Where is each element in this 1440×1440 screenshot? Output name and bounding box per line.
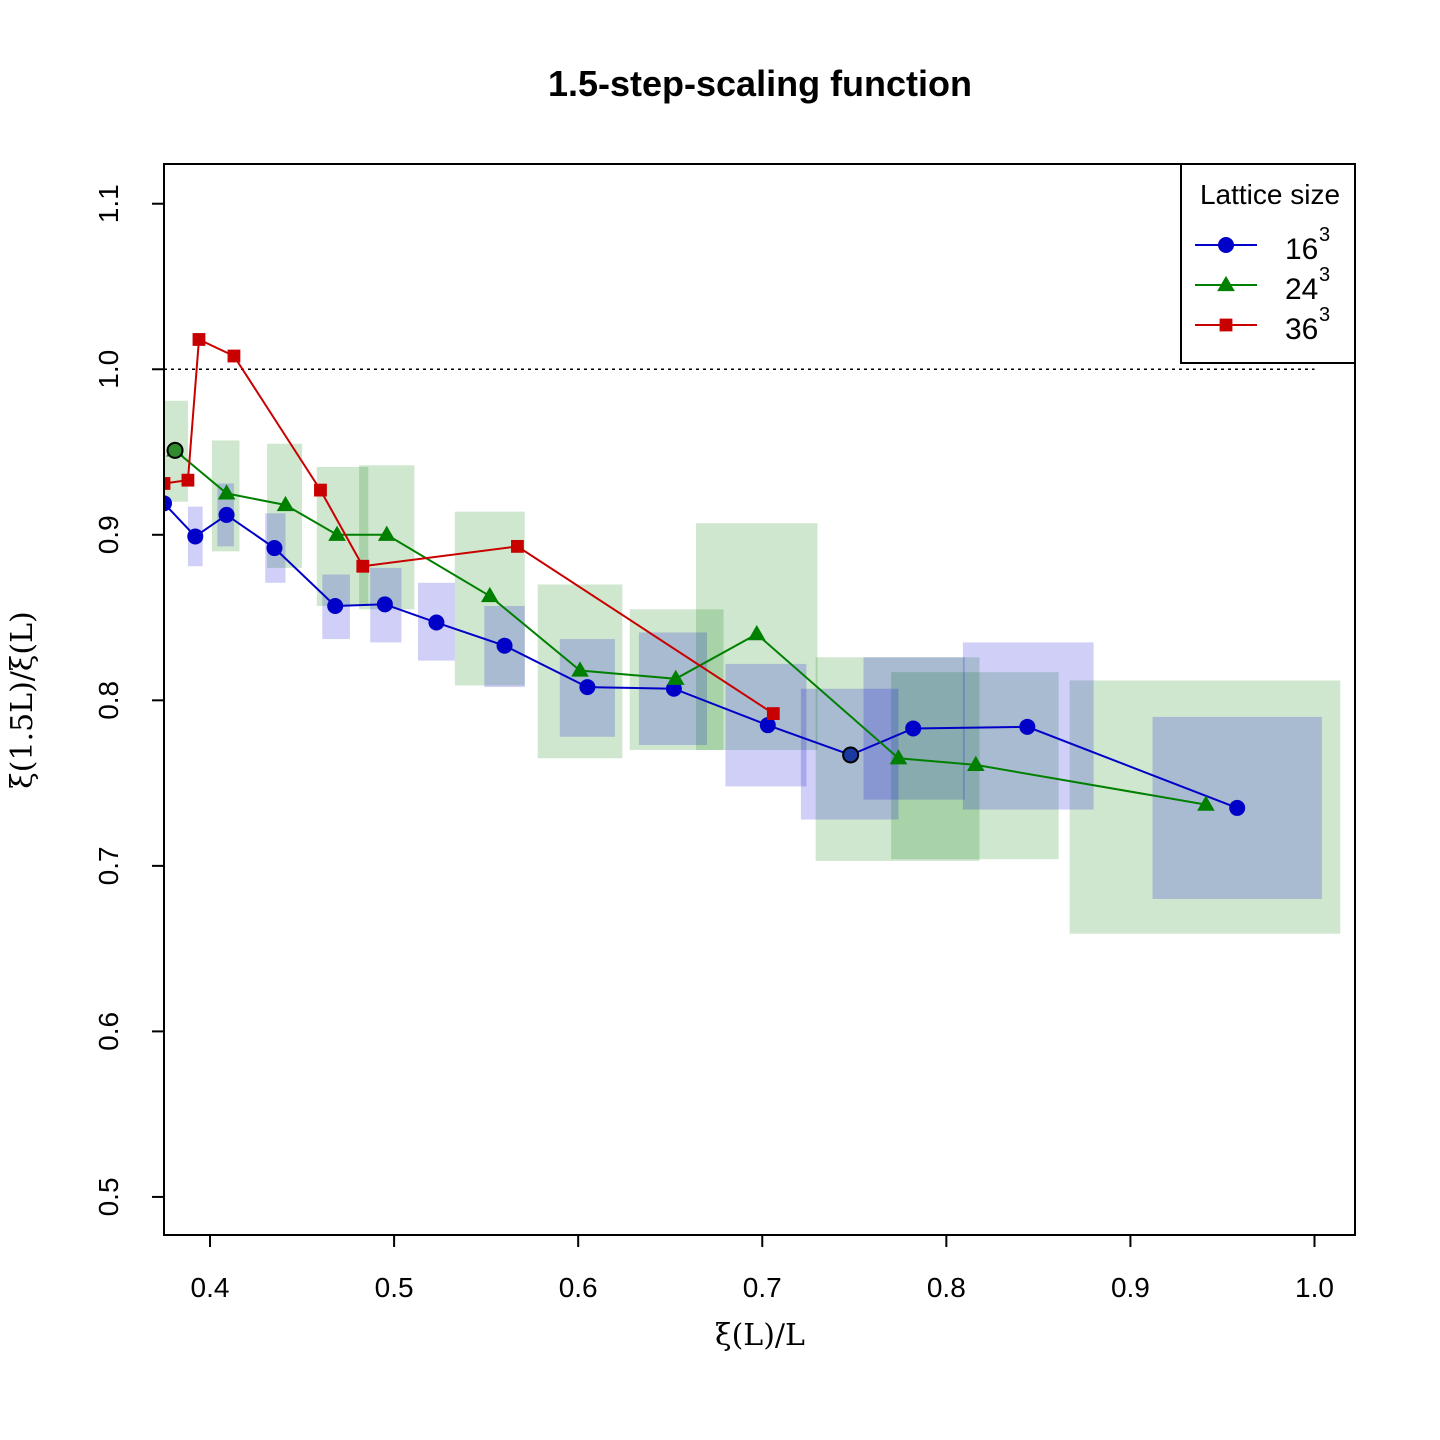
x-tick-label-0.7: 0.7 (743, 1272, 782, 1303)
point-24-4 (377, 525, 396, 541)
legend-marker-36 (1219, 318, 1233, 332)
legend-sup-16: 3 (1319, 224, 1330, 246)
series-line-24 (174, 449, 1207, 806)
x-tick-label-0.6: 0.6 (559, 1272, 598, 1303)
plot-inner (164, 333, 1341, 934)
x-tick-label-0.5: 0.5 (375, 1272, 414, 1303)
point-16-3 (266, 540, 283, 557)
x-axis-label: ξ(L)/L (715, 1318, 805, 1353)
point-36-0 (164, 477, 171, 490)
point-36-5 (356, 559, 370, 573)
point-36-2 (192, 333, 206, 346)
point-16-10 (759, 717, 776, 734)
legend-marker-16 (1218, 237, 1234, 253)
point-16-12 (905, 720, 922, 737)
y-tick-label-0.6: 0.6 (93, 1012, 124, 1051)
point-16-14 (1229, 799, 1246, 816)
plot-area: 0.4 0.5 0.6 0.7 0.8 0.9 1.0 0.5 0.6 0.7 0.8 0.9 1.0 1… (93, 163, 1356, 1303)
point-16-5 (376, 596, 393, 613)
point-16-1 (187, 528, 204, 545)
series-line-36 (164, 337, 774, 715)
legend-marker-24 (1217, 275, 1235, 292)
y-axis-label: ξ(1.5L)/ξ(L) (5, 611, 40, 789)
point-24-11 (1197, 795, 1215, 811)
y-tick-label-0.9: 0.9 (93, 515, 124, 554)
chart-title: 1.5-step-scaling function (548, 63, 972, 104)
point-24-2 (276, 495, 295, 512)
point-24-7 (666, 669, 685, 685)
point-16-8 (579, 679, 596, 696)
point-24-1 (217, 484, 236, 500)
point-24-5 (481, 586, 499, 603)
point-16-13 (1019, 718, 1036, 735)
y-tick-label-0.8: 0.8 (93, 681, 124, 720)
legend-sup-24: 3 (1319, 264, 1330, 286)
point-16-4 (327, 597, 344, 614)
y-tick-label-1.1: 1.1 (93, 184, 124, 223)
point-24-10 (966, 755, 985, 771)
point-24-3 (328, 525, 346, 541)
y-tick-label-0.5: 0.5 (93, 1177, 124, 1216)
x-axis: 0.4 0.5 0.6 0.7 0.8 0.9 1.0 (191, 1234, 1334, 1303)
point-36-7 (766, 707, 780, 720)
legend-label-36: 36 (1285, 313, 1318, 346)
y-tick-label-0.7: 0.7 (93, 846, 124, 885)
x-tick-label-1.0: 1.0 (1295, 1272, 1334, 1303)
point-36-6 (511, 539, 524, 553)
x-tick-label-0.8: 0.8 (927, 1272, 966, 1303)
x-tick-label-0.9: 0.9 (1111, 1272, 1150, 1303)
point-24-9 (889, 749, 908, 765)
point-16-7 (496, 637, 513, 654)
point-24-8 (747, 624, 766, 641)
point-36-4 (314, 483, 327, 497)
legend-title: Lattice size (1200, 179, 1340, 210)
point-36-1 (181, 473, 195, 487)
highlighted-point-0 (166, 441, 184, 459)
point-36-3 (227, 349, 241, 363)
highlighted-point-1 (842, 746, 860, 764)
legend-label-16: 16 (1285, 233, 1318, 266)
y-axis: 0.5 0.6 0.7 0.8 0.9 1.0 1.1 (93, 184, 165, 1216)
point-24-6 (571, 661, 589, 677)
y-tick-label-1.0: 1.0 (93, 350, 124, 389)
legend-sup-36: 3 (1319, 304, 1330, 326)
point-16-0 (164, 495, 172, 512)
point-16-2 (218, 506, 235, 523)
x-tick-label-0.4: 0.4 (191, 1272, 230, 1303)
legend-label-24: 24 (1285, 273, 1318, 306)
legend-box (1180, 163, 1356, 364)
point-16-6 (428, 614, 445, 631)
